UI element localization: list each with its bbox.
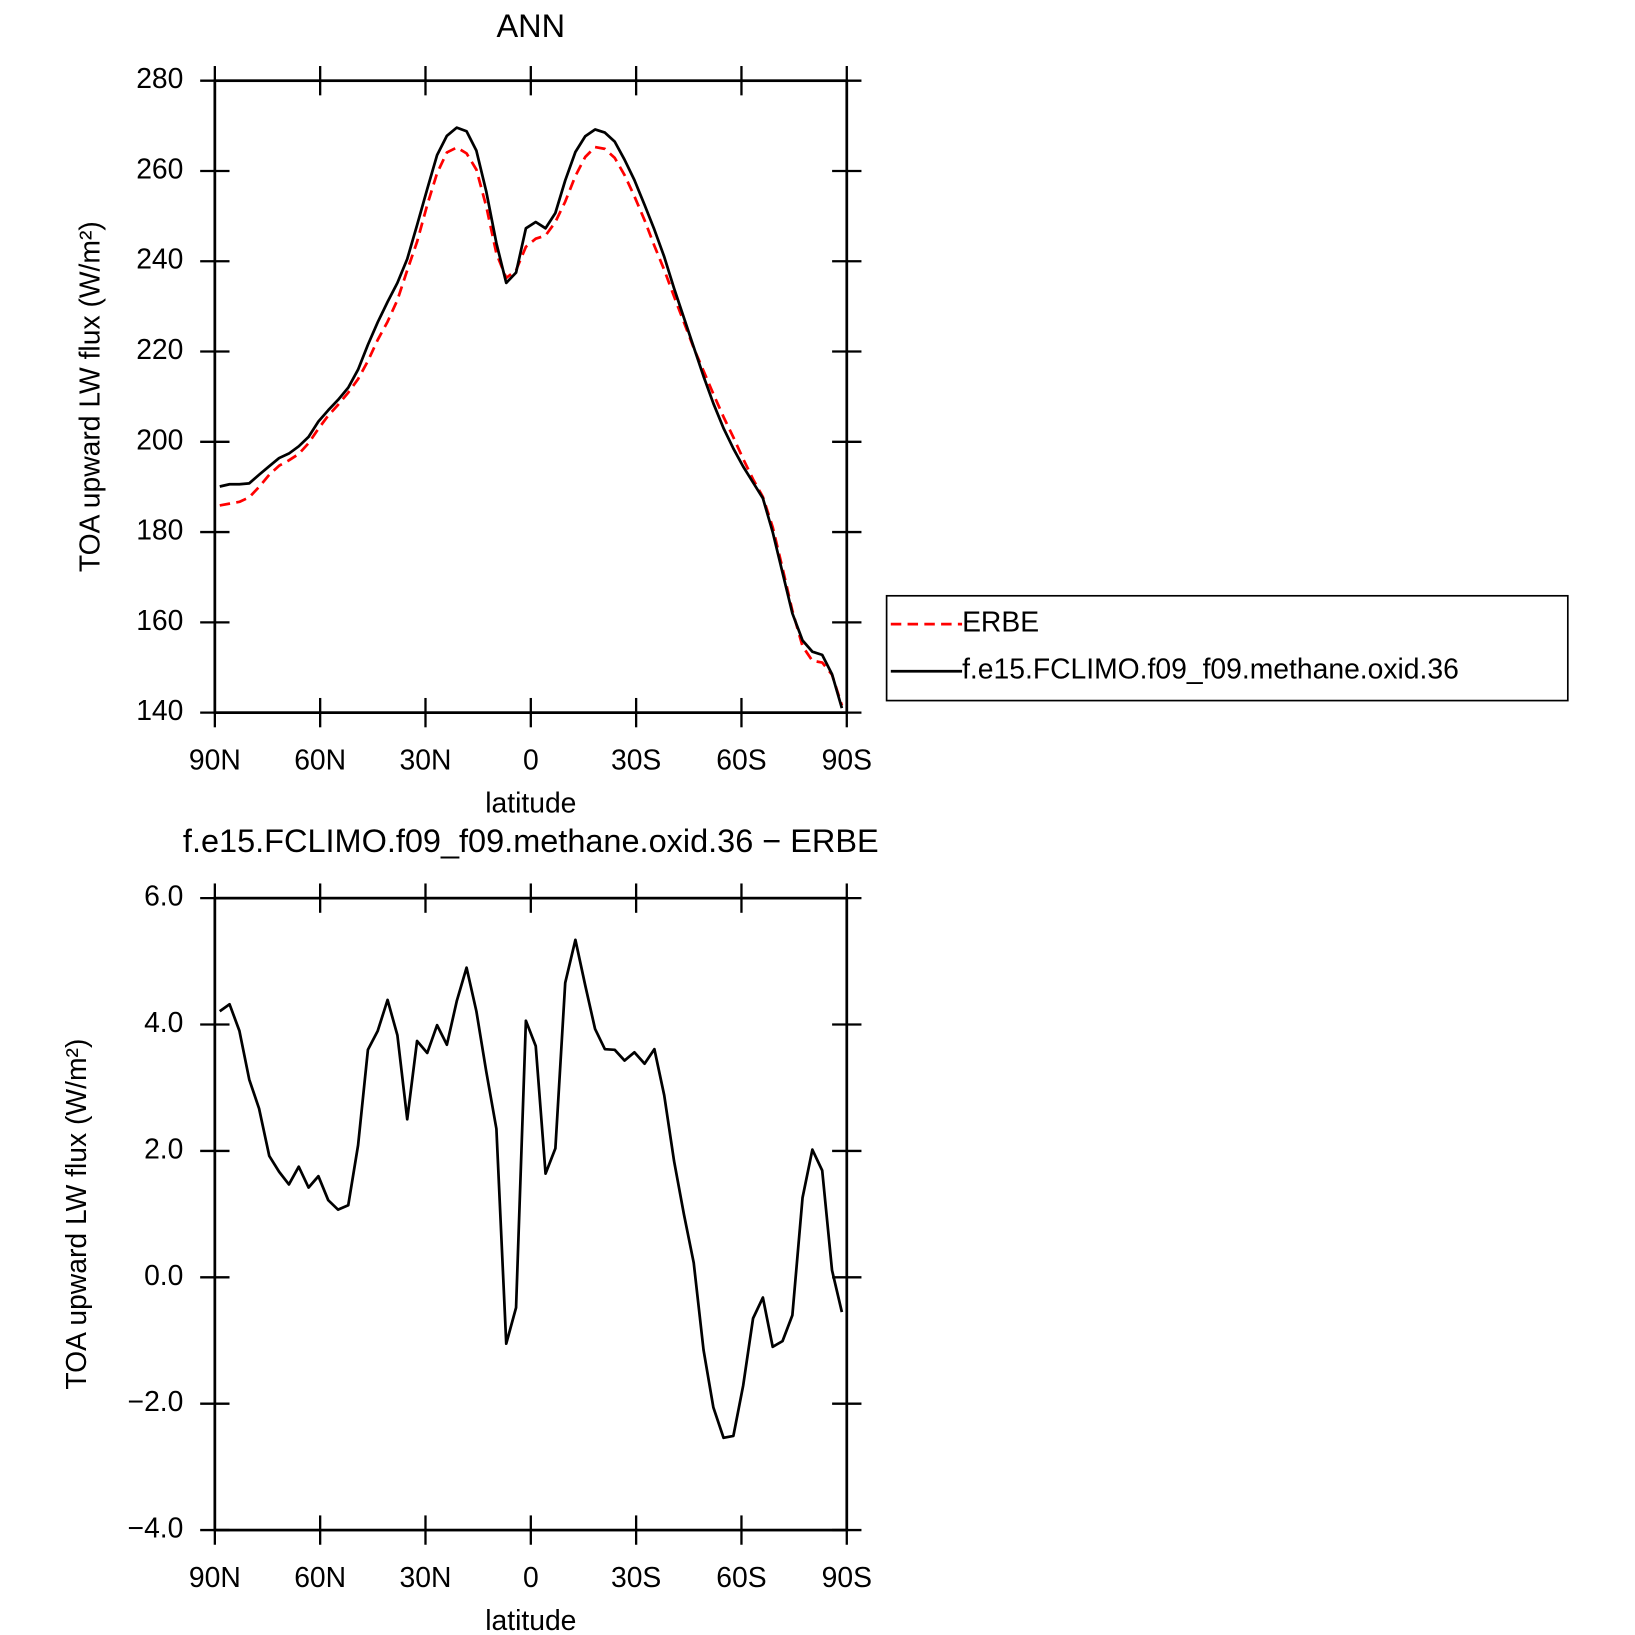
x-axis-label: latitude <box>485 1604 576 1635</box>
x-tick-label: 90N <box>189 743 241 775</box>
y-tick-label: 140 <box>136 694 183 726</box>
y-tick-label: 4.0 <box>144 1006 183 1038</box>
x-tick-label: 30S <box>611 743 661 775</box>
x-tick-label: 90N <box>189 1561 241 1593</box>
figure-body: ANN latitude TOA upward LW flux (W/m²) 140 1… <box>60 8 1569 1635</box>
y-tick-label: 0.0 <box>144 1259 183 1291</box>
x-tick-label: 60N <box>294 1561 346 1593</box>
data-line <box>219 145 844 706</box>
y-tick-label: 6.0 <box>144 880 183 912</box>
y-tick-label: 180 <box>136 514 183 546</box>
y-tick-label: 160 <box>136 604 183 636</box>
y-tick-label: 2.0 <box>144 1132 183 1164</box>
plot-frame <box>213 79 849 715</box>
x-tick-label: 60S <box>716 1561 766 1593</box>
data-line <box>219 126 844 709</box>
legend-label: f.e15.FCLIMO.f09_f09.methane.oxid.36 <box>962 653 1459 685</box>
y-tick-label: 260 <box>136 152 183 184</box>
x-tick-label: 60N <box>294 743 346 775</box>
x-axis-label: latitude <box>485 786 576 818</box>
y-tick-label: 200 <box>136 423 183 455</box>
x-tick-label: 30N <box>400 743 452 775</box>
y-tick-label: −2.0 <box>128 1385 184 1417</box>
y-tick-label: 280 <box>136 62 183 94</box>
x-tick-label: 30N <box>400 1561 452 1593</box>
x-tick-label: 30S <box>611 1561 661 1593</box>
x-tick-label: 90S <box>822 1561 872 1593</box>
chart-title: ANN <box>497 8 566 44</box>
plot-frame <box>213 896 849 1532</box>
y-axis-label: TOA upward LW flux (W/m²) <box>74 221 106 572</box>
y-tick-label: 240 <box>136 243 183 275</box>
x-tick-label: 0 <box>523 1561 539 1593</box>
y-tick-label: −4.0 <box>128 1512 184 1544</box>
data-line <box>218 938 844 1440</box>
y-axis-label: TOA upward LW flux (W/m²) <box>60 1039 92 1390</box>
legend-box <box>885 594 1569 702</box>
legend-label: ERBE <box>962 606 1039 638</box>
x-tick-label: 90S <box>822 743 872 775</box>
x-tick-label: 0 <box>523 743 539 775</box>
x-tick-label: 60S <box>716 743 766 775</box>
chart-title: f.e15.FCLIMO.f09_f09.methane.oxid.36 − E… <box>183 823 879 859</box>
y-tick-label: 220 <box>136 333 183 365</box>
